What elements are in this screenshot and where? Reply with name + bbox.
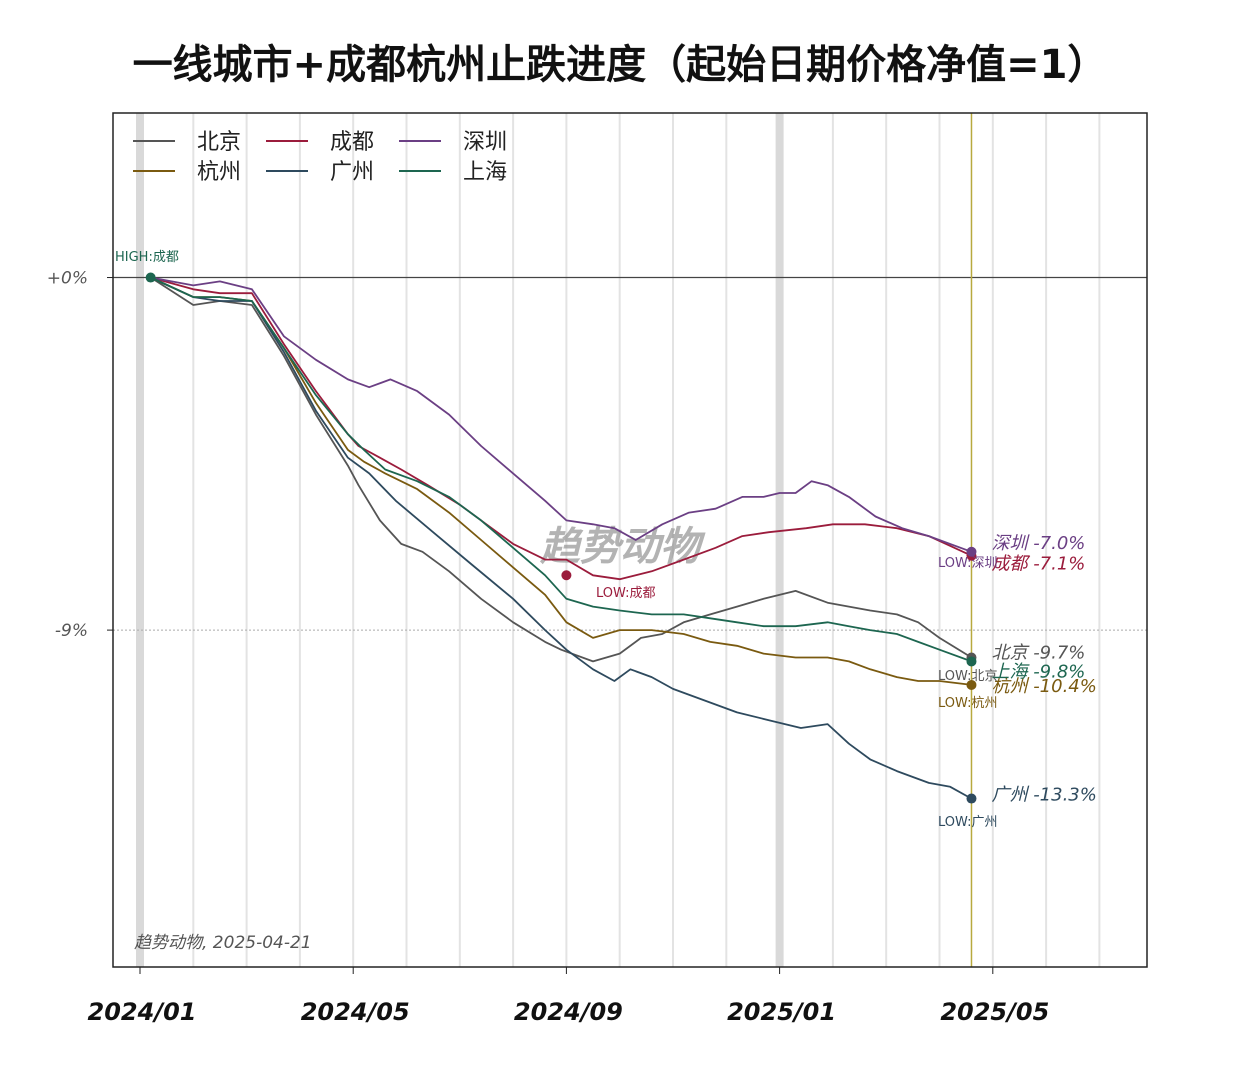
low-point-成都 (561, 570, 572, 581)
y-tick-label: -9% (55, 621, 88, 641)
end-label-上海: 上海 -9.8% (991, 661, 1085, 682)
high-label: HIGH:成都 (115, 250, 179, 265)
series-line-成都 (150, 276, 972, 581)
low-label-杭州: LOW:杭州 (938, 696, 997, 711)
x-tick-label: 2024/05 (301, 998, 410, 1026)
series-line-深圳 (150, 276, 972, 553)
plot-frame (112, 112, 1148, 968)
y-axis-ticks: +0% -9% (47, 269, 113, 641)
watermark: 趋势动物 (539, 524, 706, 570)
end-label-北京: 北京 -9.7% (991, 643, 1085, 664)
x-tick-label: 2025/05 (940, 998, 1049, 1026)
end-point-杭州 (966, 679, 977, 690)
end-point-深圳 (966, 546, 977, 557)
x-tick-label: 2024/09 (514, 998, 623, 1026)
series-line-北京 (150, 276, 972, 663)
legend-label-成都: 成都 (330, 130, 374, 155)
series-line-上海 (150, 276, 972, 663)
x-axis-ticks: 2024/01 2024/05 2024/09 2025/01 2025/05 (88, 967, 1049, 1026)
low-label-广州: LOW:广州 (938, 815, 997, 830)
x-tick-label: 2025/01 (727, 998, 836, 1026)
legend-label-北京: 北京 (197, 130, 241, 155)
vertical-gridlines (136, 113, 1101, 967)
chart-title: 一线城市+成都杭州止跌进度（起始日期价格净值=1） (132, 42, 1108, 88)
legend-label-上海: 上海 (463, 160, 507, 185)
legend-label-杭州: 杭州 (197, 160, 241, 185)
end-point-广州 (966, 793, 977, 804)
start-point (145, 272, 156, 283)
end-label-广州: 广州 -13.3% (991, 785, 1096, 806)
end-label-杭州: 杭州 -10.4% (991, 676, 1096, 697)
series-layer (150, 276, 972, 800)
end-label-深圳: 深圳 -7.0% (991, 533, 1085, 554)
end-point-上海 (966, 656, 977, 667)
series-line-杭州 (150, 276, 972, 686)
low-label-北京: LOW:北京 (938, 669, 997, 684)
series-line-广州 (150, 276, 972, 800)
legend-label-广州: 广州 (330, 160, 374, 185)
x-tick-label: 2024/01 (88, 998, 197, 1026)
low-label-深圳: LOW:深圳 (938, 556, 997, 571)
end-label-成都: 成都 -7.1% (991, 554, 1085, 575)
y-tick-label: +0% (47, 269, 88, 289)
footer-note: 趋势动物, 2025-04-21 (134, 933, 312, 953)
low-label-成都: LOW:成都 (596, 586, 655, 601)
legend-label-深圳: 深圳 (463, 130, 507, 155)
